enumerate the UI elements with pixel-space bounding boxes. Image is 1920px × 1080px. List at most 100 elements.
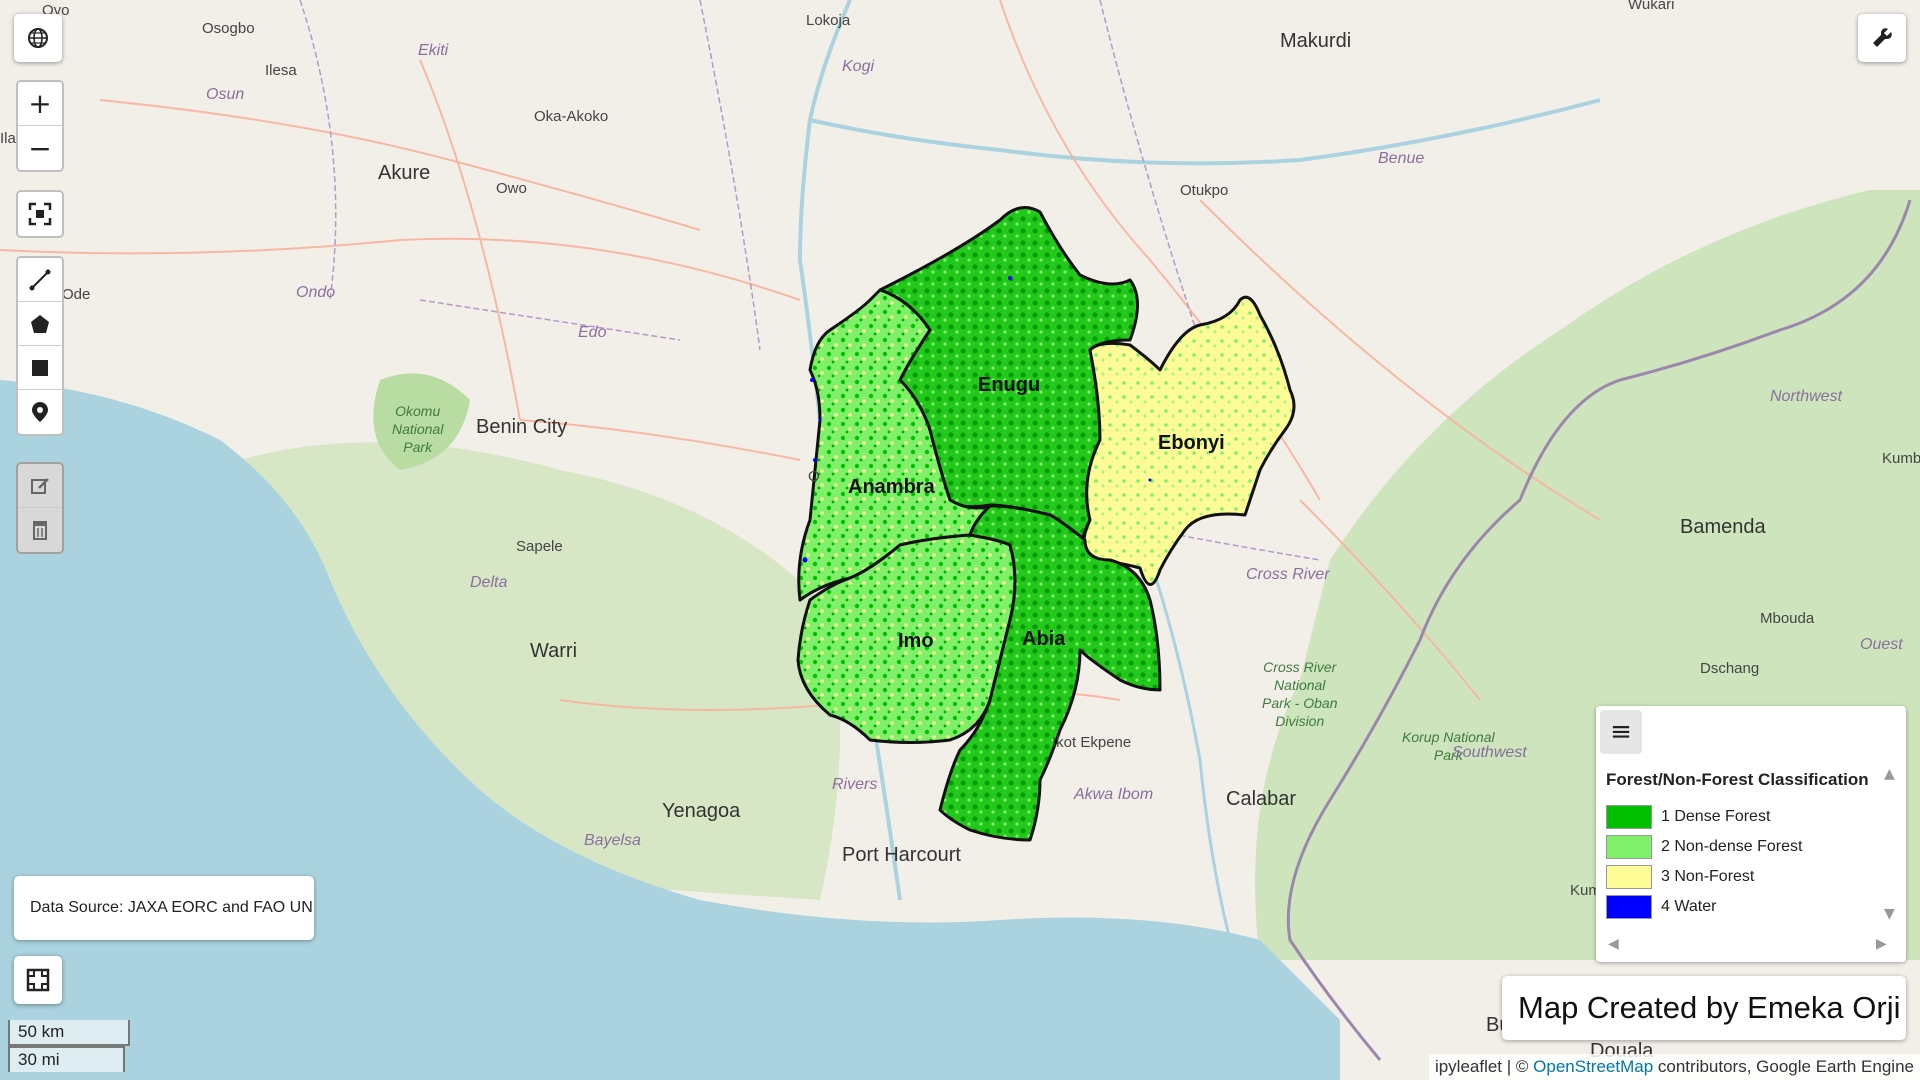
draw-polygon-button[interactable] [18,302,62,346]
label-oka-akoko: Oka-Akoko [534,108,609,125]
label-akwa-ibom: Akwa Ibom [1074,786,1154,803]
basemap-button[interactable] [14,14,62,62]
label-ouest: Ouest [1860,636,1903,653]
label-osogbo: Osogbo [202,20,255,37]
label-wukari: Wukari [1628,0,1675,13]
draw-control [16,256,64,436]
scale-metric: 50 km [8,1020,130,1046]
river-benue [809,98,1601,166]
draw-marker-button[interactable] [18,390,62,434]
label-sapele: Sapele [516,538,563,555]
river-cross [1148,559,1232,941]
scroll-right-arrow[interactable]: ▶ [1876,936,1887,952]
attribution-prefix: ipyleaflet | © [1434,1057,1534,1076]
label-osun: Osun [206,86,245,103]
region-abia [938,504,1162,842]
label-akure: Akure [378,162,431,184]
region-label-anambra: Anambra [848,476,935,498]
label-delta: Delta [470,574,508,591]
label-cross-river: Cross River [1246,566,1330,583]
label-bamenda: Bamenda [1680,516,1766,538]
label-makurdi: Makurdi [1280,30,1352,52]
legend-panel: ≡ ▲ Forest/Non-Forest Classification 1 D… [1596,706,1906,962]
fullscreen-icon [26,968,50,992]
zoom-in-button[interactable]: + [18,82,62,126]
sea [0,380,1340,1080]
wrench-icon [1873,28,1892,47]
scale-imperial: 30 mi [8,1046,125,1072]
legend-title: Forest/Non-Forest Classification [1606,770,1869,789]
label-owo: Owo [496,180,527,197]
label-northwest: Northwest [1770,388,1843,405]
scroll-up-arrow[interactable]: ▲ [1884,766,1895,782]
fullscreen-button[interactable] [14,956,62,1004]
zoom-control: + − [16,80,64,172]
vegetation-okomu [373,373,470,470]
credit-box: Map Created by Emeka Orji [1502,976,1906,1040]
label-okomu-park: Okomu National Park [392,403,444,455]
label-benue: Benue [1378,150,1425,167]
label-yenagoa: Yenagoa [662,800,741,822]
region-label-ebonyi: Ebonyi [1158,432,1225,454]
label-dschang: Dschang [1700,660,1760,677]
region-label-imo: Imo [898,630,934,652]
label-cross-river-park: Cross River National Park - Oban Divisio… [1262,659,1338,729]
menu-icon: ≡ [1610,717,1632,747]
label-calabar: Calabar [1226,788,1297,810]
legend-swatch [1606,835,1652,859]
study-area [796,206,1296,842]
legend-swatch [1606,895,1652,919]
trash-icon [33,521,47,540]
legend-label: 1 Dense Forest [1661,808,1771,825]
attribution-suffix: contributors, Google Earth Engine [1653,1057,1914,1076]
scroll-down-arrow[interactable]: ▼ [1884,906,1895,922]
region-ebonyi [1081,295,1296,586]
fullscreen-frame-icon [28,202,52,226]
legend-swatch [1606,805,1652,829]
legend-label: 4 Water [1661,898,1717,915]
vegetation-delta [240,442,840,900]
legend-label: 2 Non-dense Forest [1661,838,1803,855]
label-port-harcourt: Port Harcourt [842,844,961,866]
edit-control [16,462,64,554]
legend-swatch [1606,865,1652,889]
region-label-enugu: Enugu [978,374,1041,396]
edit-icon [31,477,49,494]
attribution: ipyleaflet | © OpenStreetMap contributor… [1428,1054,1920,1080]
label-lokoja: Lokoja [806,12,851,29]
legend-item: 3 Non-Forest [1606,864,1754,890]
tools-button[interactable] [1858,14,1906,62]
zoom-out-button[interactable]: − [28,131,52,165]
legend-toggle-button[interactable]: ≡ [1600,710,1642,754]
label-mbouda: Mbouda [1760,610,1815,627]
label-benin-city: Benin City [476,416,568,438]
osm-link[interactable]: OpenStreetMap [1533,1057,1654,1076]
map-marker-icon [32,402,48,422]
label-bayelsa: Bayelsa [584,832,641,849]
label-ilesa: Ilesa [265,62,297,79]
scale-bar: 50 km 30 mi [8,1020,130,1072]
label-southwest: Southwest [1452,744,1527,761]
label-ekiti: Ekiti [418,42,449,59]
legend-item: 4 Water [1606,894,1716,920]
region-label-abia: Abia [1022,628,1066,650]
draw-polyline-button[interactable] [18,258,62,302]
rectangle-icon [32,359,48,376]
label-ode: Ode [62,286,91,303]
legend-item: 1 Dense Forest [1606,804,1770,830]
draw-rectangle-button[interactable] [18,346,62,390]
label-kogi: Kogi [842,58,875,75]
label-korup-park: Korup National Park [1402,729,1495,763]
delete-layers-button[interactable] [18,508,62,552]
edit-layers-button[interactable] [18,464,62,508]
legend-item: 2 Non-dense Forest [1606,834,1802,860]
fit-bounds-button[interactable] [18,192,62,236]
scroll-left-arrow[interactable]: ◀ [1608,936,1619,952]
label-otukpo: Otukpo [1180,182,1229,199]
fit-bounds-control [16,190,64,238]
label-warri: Warri [530,640,578,662]
label-rivers: Rivers [832,776,878,793]
label-kumb-right: Kumb [1882,450,1920,467]
